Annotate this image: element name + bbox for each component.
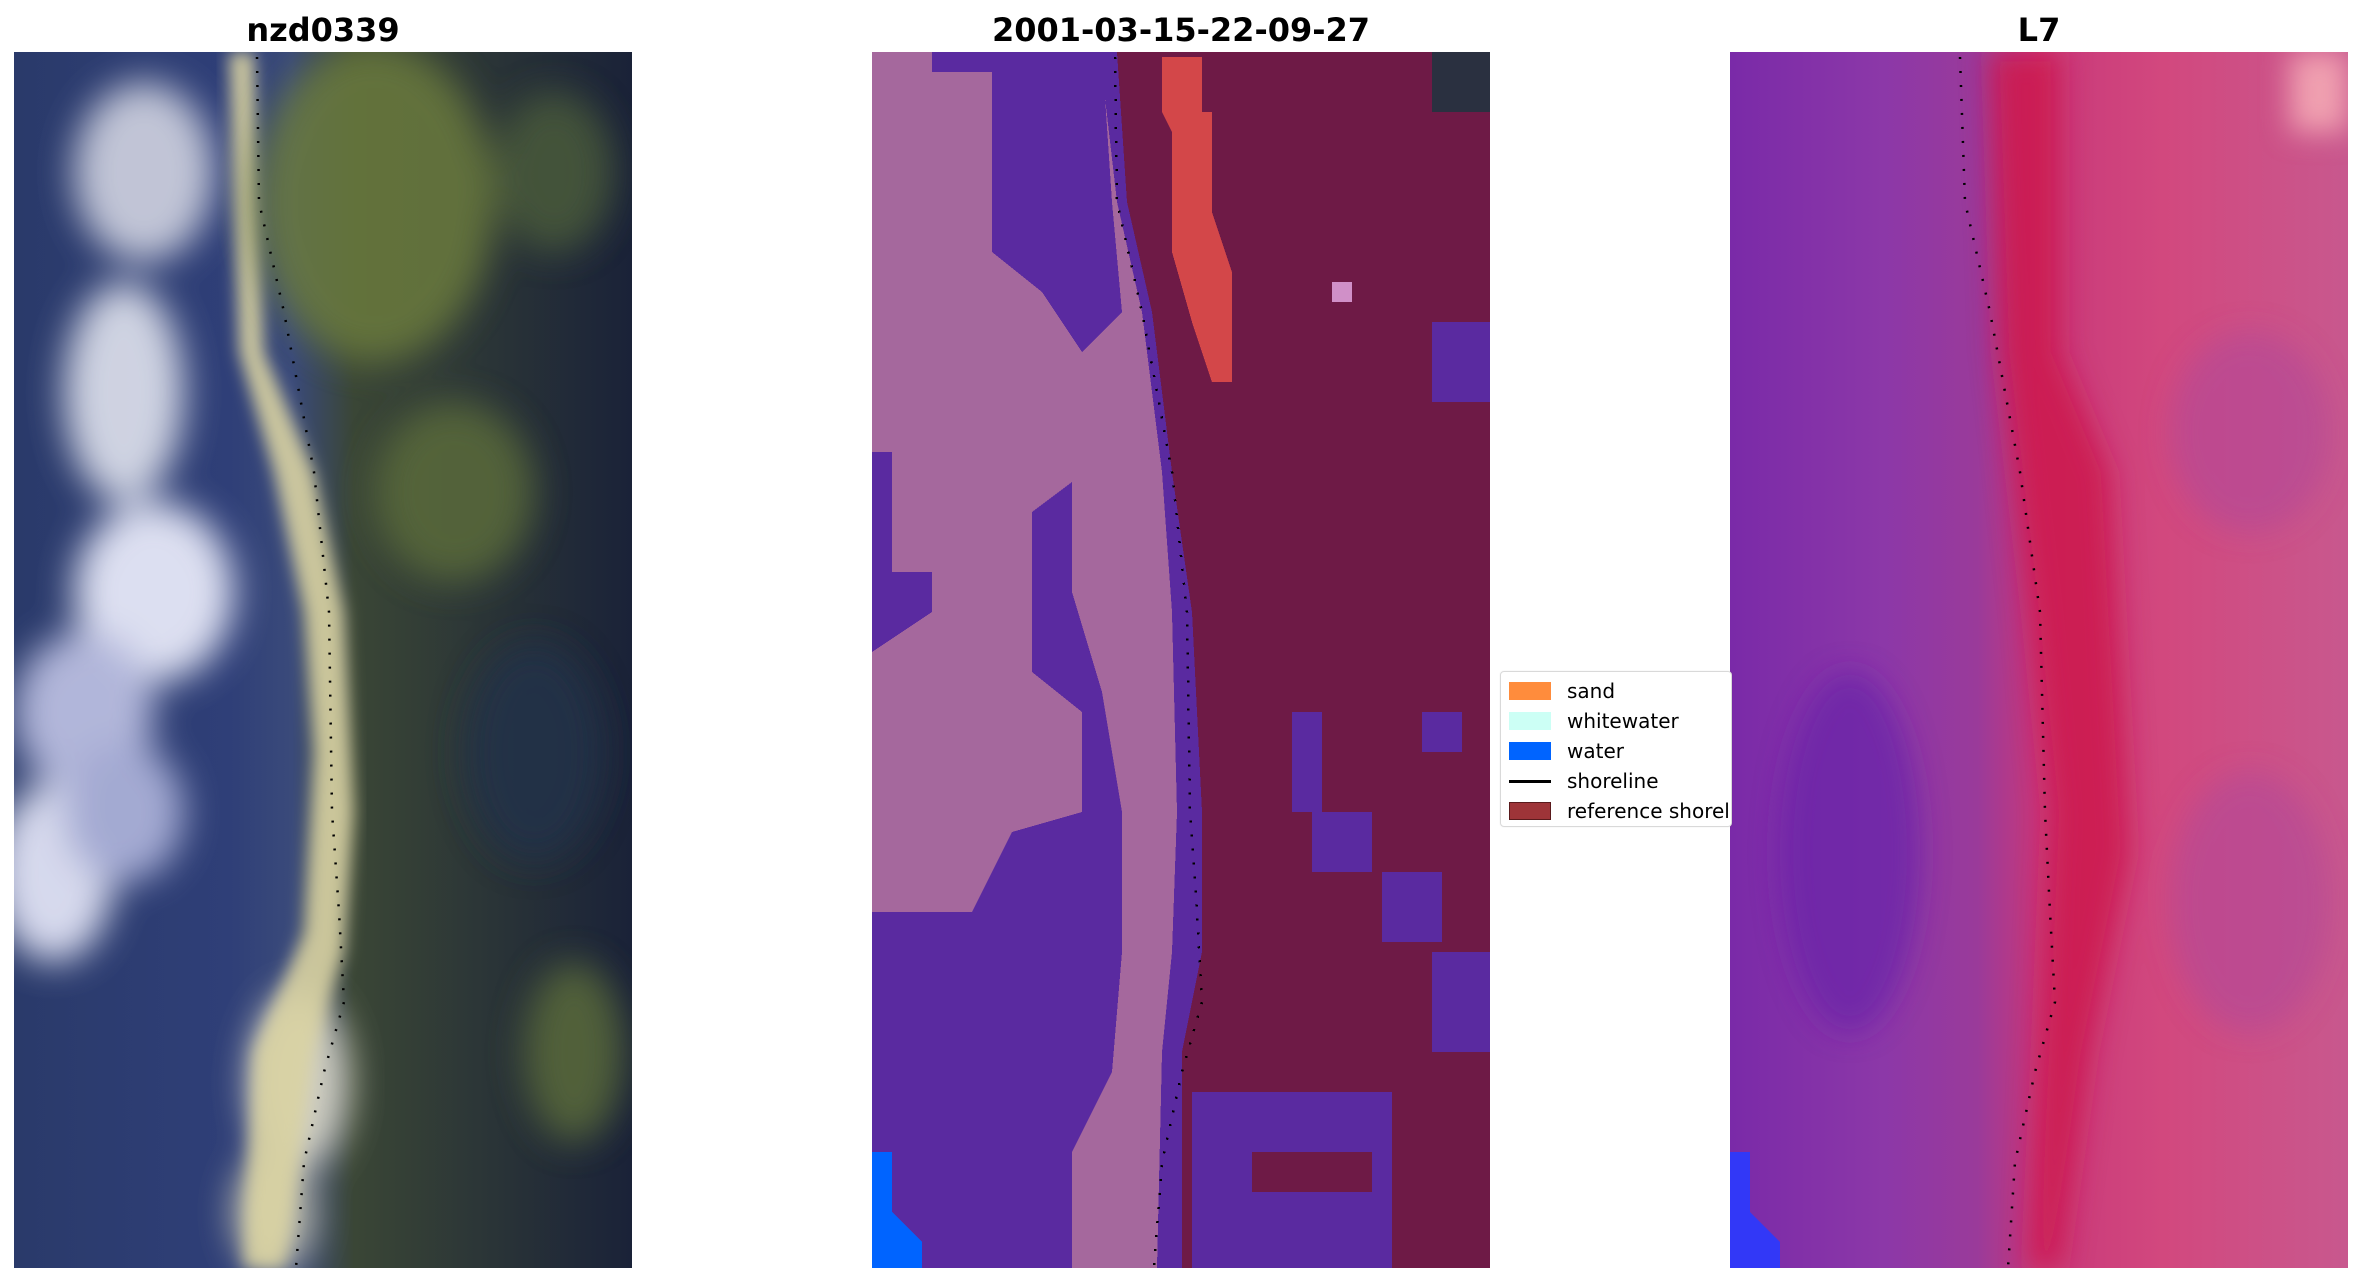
panel-title-rgb: nzd0339 (246, 11, 400, 49)
legend-item-sand: sand (1509, 676, 1731, 706)
panel-title-classification: 2001-03-15-22-09-27 (991, 11, 1371, 49)
legend-item-whitewater: whitewater (1509, 706, 1731, 736)
legend: sand whitewater water shoreline referenc… (1500, 671, 1732, 827)
water-swatch (1509, 742, 1551, 760)
rgb-image-panel (14, 52, 632, 1268)
legend-label: water (1567, 739, 1624, 763)
legend-label: sand (1567, 679, 1616, 703)
classification-panel (872, 52, 1490, 1268)
legend-item-reference-shoreline: reference shoreline (1509, 796, 1731, 826)
rgb-image (14, 52, 632, 1268)
classification-image (872, 52, 1490, 1268)
index-image (1730, 52, 2348, 1268)
shoreline-line-swatch (1509, 779, 1551, 783)
legend-item-water: water (1509, 736, 1731, 766)
legend-label: whitewater (1567, 709, 1679, 733)
legend-item-shoreline: shoreline (1509, 766, 1731, 796)
index-panel (1730, 52, 2348, 1268)
legend-label: shoreline (1567, 769, 1659, 793)
reference-shoreline-swatch (1509, 802, 1551, 820)
sand-swatch (1509, 682, 1551, 700)
whitewater-swatch (1509, 712, 1551, 730)
panel-title-index: L7 (2017, 11, 2061, 49)
legend-label: reference shoreline (1567, 799, 1731, 823)
